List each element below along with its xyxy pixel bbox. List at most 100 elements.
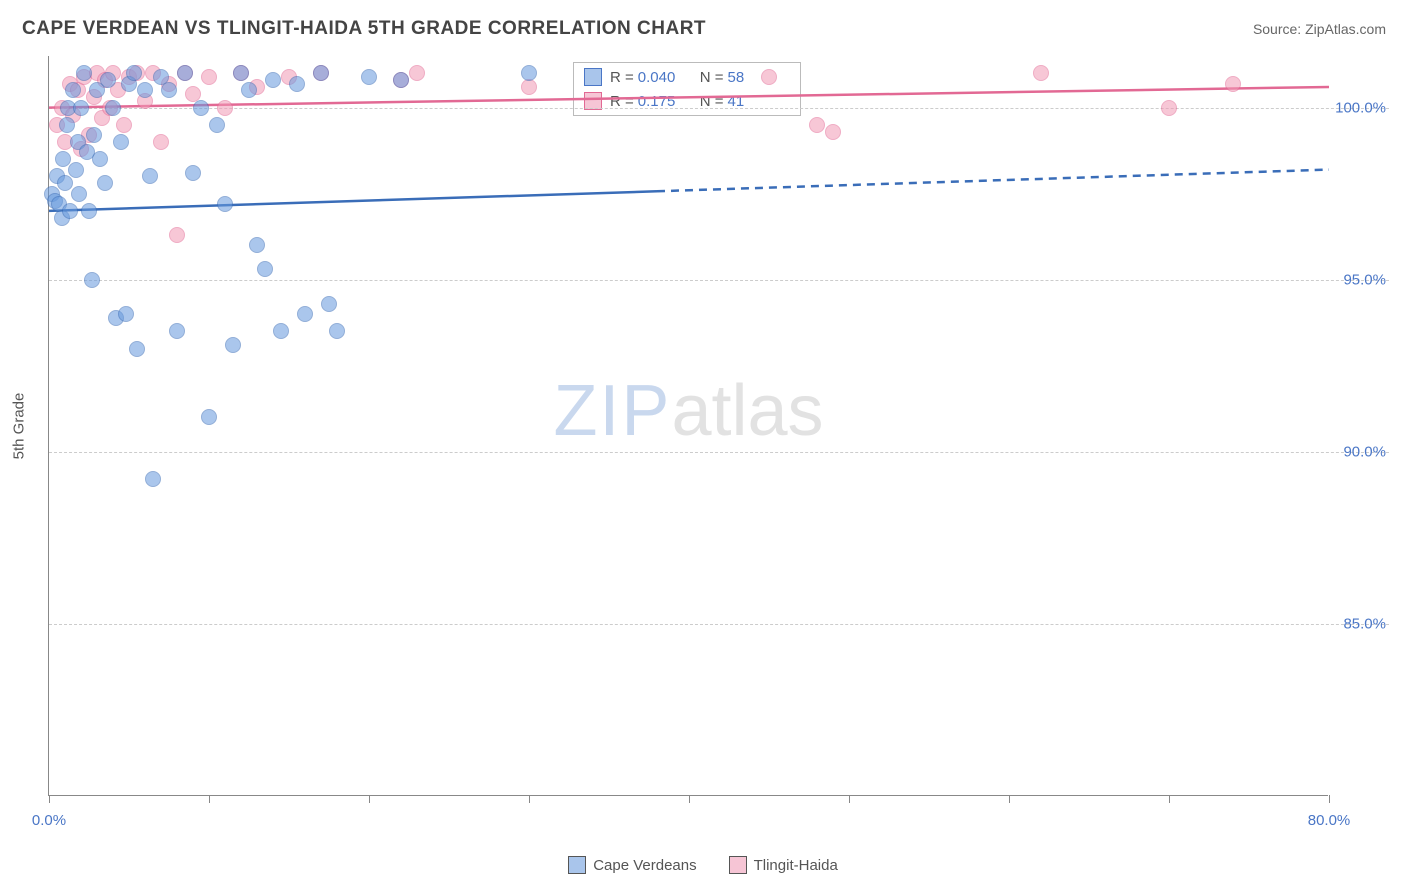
data-point-blue — [313, 65, 329, 81]
data-point-blue — [84, 272, 100, 288]
data-point-blue — [209, 117, 225, 133]
x-tick — [1169, 795, 1170, 803]
x-tick — [1009, 795, 1010, 803]
bottom-legend: Cape Verdeans Tlingit-Haida — [0, 856, 1406, 874]
watermark-atlas: atlas — [671, 371, 823, 451]
data-point-blue — [118, 306, 134, 322]
data-point-blue — [113, 134, 129, 150]
stats-swatch-blue — [584, 68, 602, 86]
x-tick — [1329, 795, 1330, 803]
grid-line — [49, 108, 1389, 109]
y-tick-label: 95.0% — [1332, 271, 1386, 288]
data-point-blue — [142, 168, 158, 184]
data-point-blue — [257, 261, 273, 277]
legend-swatch-pink — [729, 856, 747, 874]
stats-r-label: R = — [610, 69, 634, 86]
data-point-pink — [169, 227, 185, 243]
data-point-blue — [100, 72, 116, 88]
chart-title: CAPE VERDEAN VS TLINGIT-HAIDA 5TH GRADE … — [22, 18, 706, 40]
stats-n-label: N = — [700, 69, 724, 86]
y-axis-label: 5th Grade — [11, 392, 28, 459]
data-point-blue — [521, 65, 537, 81]
data-point-pink — [1033, 65, 1049, 81]
data-point-pink — [521, 79, 537, 95]
trend-line-pink — [49, 56, 1389, 796]
data-point-blue — [297, 306, 313, 322]
y-tick-label: 100.0% — [1332, 99, 1386, 116]
data-point-blue — [329, 323, 345, 339]
x-tick — [49, 795, 50, 803]
x-tick-label: 0.0% — [32, 812, 66, 829]
stats-row-pink: R = 0.175 N = 41 — [574, 89, 800, 113]
plot-area: ZIPatlas 5th Grade R = 0.040 N = 58 R = … — [48, 56, 1328, 796]
legend-item-blue: Cape Verdeans — [568, 856, 696, 874]
data-point-blue — [81, 203, 97, 219]
data-point-pink — [1225, 76, 1241, 92]
data-point-blue — [71, 186, 87, 202]
data-point-blue — [217, 196, 233, 212]
data-point-blue — [169, 323, 185, 339]
data-point-blue — [289, 76, 305, 92]
data-point-blue — [68, 162, 84, 178]
x-tick — [209, 795, 210, 803]
data-point-pink — [217, 100, 233, 116]
watermark: ZIPatlas — [553, 370, 823, 452]
data-point-pink — [153, 134, 169, 150]
data-point-blue — [57, 175, 73, 191]
data-point-blue — [241, 82, 257, 98]
grid-line — [49, 280, 1389, 281]
data-point-blue — [185, 165, 201, 181]
data-point-blue — [233, 65, 249, 81]
x-tick-label: 80.0% — [1308, 812, 1351, 829]
data-point-blue — [62, 203, 78, 219]
chart-container: ZIPatlas 5th Grade R = 0.040 N = 58 R = … — [48, 56, 1388, 796]
data-point-blue — [177, 65, 193, 81]
data-point-pink — [1161, 100, 1177, 116]
data-point-blue — [105, 100, 121, 116]
legend-label-blue: Cape Verdeans — [593, 857, 696, 874]
x-tick — [369, 795, 370, 803]
data-point-pink — [201, 69, 217, 85]
legend-swatch-blue — [568, 856, 586, 874]
y-tick-label: 90.0% — [1332, 443, 1386, 460]
data-point-blue — [249, 237, 265, 253]
data-point-pink — [761, 69, 777, 85]
data-point-blue — [92, 151, 108, 167]
data-point-blue — [161, 82, 177, 98]
data-point-blue — [59, 117, 75, 133]
data-point-blue — [65, 82, 81, 98]
data-point-blue — [393, 72, 409, 88]
data-point-blue — [321, 296, 337, 312]
watermark-zip: ZIP — [553, 371, 671, 451]
grid-line — [49, 624, 1389, 625]
data-point-pink — [825, 124, 841, 140]
x-tick — [529, 795, 530, 803]
grid-line — [49, 452, 1389, 453]
data-point-blue — [137, 82, 153, 98]
data-point-blue — [193, 100, 209, 116]
data-point-pink — [409, 65, 425, 81]
data-point-blue — [265, 72, 281, 88]
legend-label-pink: Tlingit-Haida — [754, 857, 838, 874]
data-point-blue — [361, 69, 377, 85]
data-point-blue — [129, 341, 145, 357]
x-tick — [849, 795, 850, 803]
data-point-blue — [86, 127, 102, 143]
legend-item-pink: Tlingit-Haida — [729, 856, 838, 874]
y-tick-label: 85.0% — [1332, 615, 1386, 632]
data-point-blue — [73, 100, 89, 116]
data-point-blue — [126, 65, 142, 81]
data-point-blue — [273, 323, 289, 339]
x-tick — [689, 795, 690, 803]
data-point-blue — [145, 471, 161, 487]
chart-header: CAPE VERDEAN VS TLINGIT-HAIDA 5TH GRADE … — [0, 0, 1406, 48]
data-point-blue — [201, 409, 217, 425]
chart-source: Source: ZipAtlas.com — [1253, 21, 1386, 37]
trend-line-blue — [49, 56, 1389, 796]
data-point-pink — [116, 117, 132, 133]
data-point-blue — [97, 175, 113, 191]
data-point-blue — [76, 65, 92, 81]
data-point-blue — [225, 337, 241, 353]
data-point-pink — [809, 117, 825, 133]
stats-r-blue: 0.040 — [638, 69, 686, 86]
